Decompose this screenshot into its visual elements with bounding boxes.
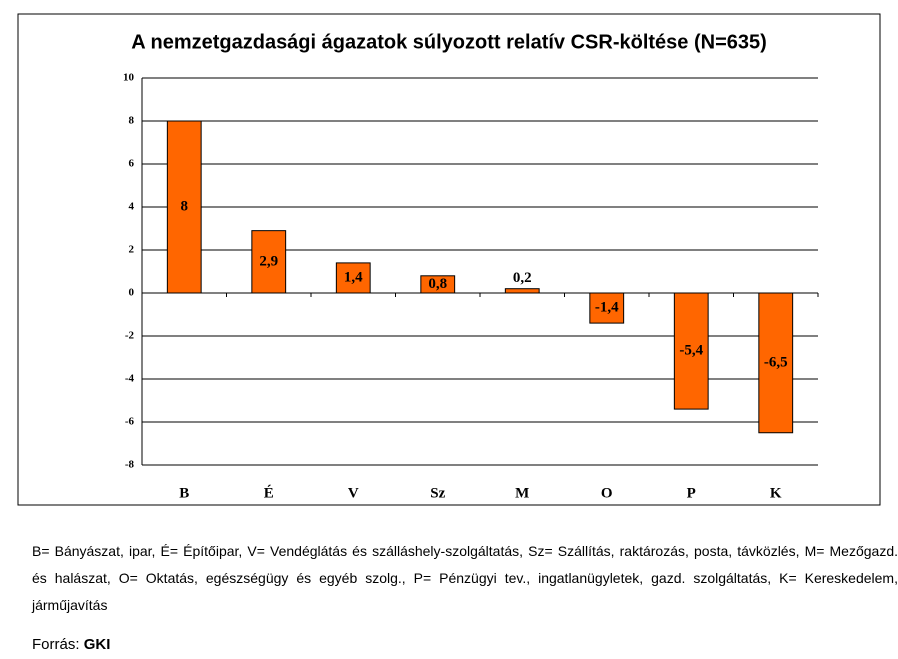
value-label: -5,4 — [679, 342, 703, 358]
value-label: 2,9 — [259, 253, 278, 269]
x-tick-label: V — [348, 485, 359, 501]
y-tick-label: 2 — [129, 244, 135, 256]
bar — [758, 292, 794, 434]
chart: A nemzetgazdasági ágazatok súlyozott rel… — [17, 13, 881, 506]
bar — [673, 292, 709, 410]
value-label: 8 — [181, 198, 189, 214]
x-tick-label: P — [687, 485, 696, 501]
value-label: 0,8 — [428, 276, 447, 292]
x-tick-label: K — [770, 485, 782, 501]
y-tick-label: 6 — [129, 158, 135, 170]
x-tick-label: É — [264, 484, 274, 501]
y-tick-label: 0 — [129, 287, 135, 299]
source-name: GKI — [83, 636, 111, 653]
y-tick-label: 4 — [129, 201, 135, 213]
source: Forrás: GKI — [32, 636, 110, 653]
bar — [335, 262, 371, 294]
chart-frame — [17, 13, 881, 506]
y-tick-label: -8 — [125, 459, 135, 471]
y-tick-label: -6 — [125, 416, 135, 428]
y-tick-label: 8 — [129, 115, 135, 127]
value-label: -6,5 — [764, 354, 788, 370]
y-tick-label: -2 — [125, 330, 135, 342]
x-tick-label: Sz — [430, 485, 445, 501]
x-tick-label: B — [179, 485, 189, 501]
bar — [166, 120, 202, 294]
chart-title: A nemzetgazdasági ágazatok súlyozott rel… — [131, 31, 767, 53]
y-tick-label: 10 — [123, 72, 135, 84]
value-label: 0,2 — [513, 270, 532, 286]
x-tick-label: O — [601, 485, 613, 501]
source-label: Forrás: — [32, 636, 80, 653]
y-tick-label: -4 — [125, 373, 135, 385]
x-tick-label: M — [515, 485, 529, 501]
value-label: -1,4 — [595, 299, 619, 315]
bar — [251, 230, 287, 294]
bar — [589, 292, 625, 324]
bar — [504, 288, 540, 294]
bar — [420, 275, 456, 294]
legend-note: B= Bányászat, ipar, É= Építőipar, V= Ven… — [32, 543, 898, 613]
value-label: 1,4 — [344, 269, 363, 285]
